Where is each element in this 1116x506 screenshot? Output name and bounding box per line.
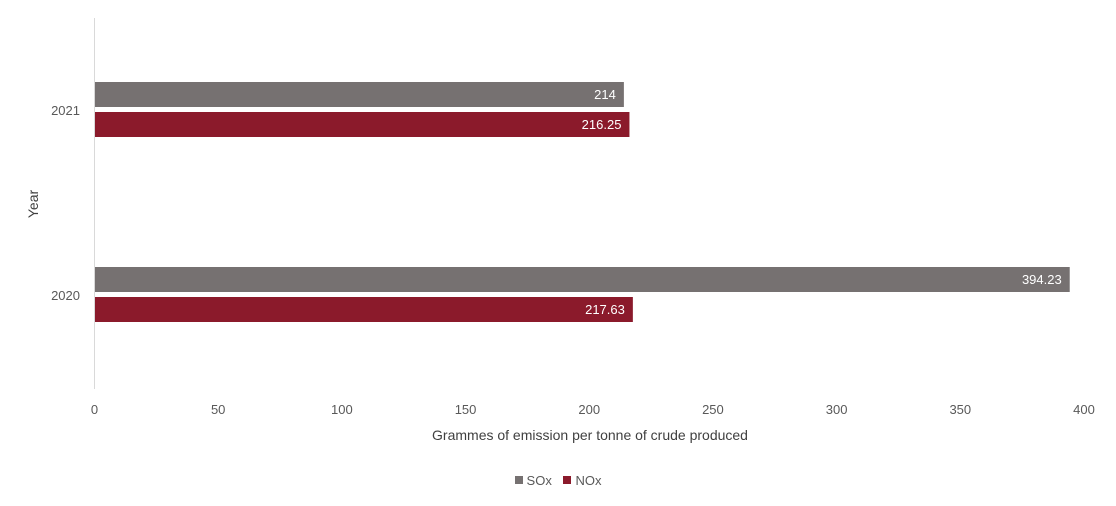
data-label-nox-2020: 217.63 (585, 302, 625, 317)
y-tick-label-2020: 2020 (51, 288, 80, 303)
x-tick-label-300: 300 (826, 402, 848, 417)
y-axis-title: Year (25, 190, 41, 219)
x-tick-label-150: 150 (455, 402, 477, 417)
legend-label-nox: NOx (575, 472, 602, 488)
data-label-sox-2021: 214 (594, 87, 616, 102)
bars-group (95, 82, 1070, 322)
bar-nox-2020 (95, 297, 633, 322)
data-label-nox-2021: 216.25 (582, 117, 622, 132)
x-tick-label-400: 400 (1073, 402, 1095, 417)
bar-labels-group: 214 216.25 394.23 217.63 (582, 87, 1062, 317)
bar-sox-2020 (95, 267, 1070, 292)
bar-sox-2021 (95, 82, 624, 107)
y-tick-label-2021: 2021 (51, 103, 80, 118)
legend-item-nox: NOx (563, 473, 601, 488)
legend-swatch-sox (514, 476, 523, 484)
x-axis-title: Grammes of emission per tonne of crude p… (432, 427, 748, 443)
legend-swatch-nox (563, 476, 572, 484)
data-label-sox-2020: 394.23 (1022, 272, 1062, 287)
bar-nox-2021 (95, 112, 630, 137)
x-tick-label-350: 350 (949, 402, 971, 417)
y-tick-labels: 2021 2020 (51, 103, 80, 303)
legend: SOx NOx (0, 472, 1116, 488)
x-tick-label-200: 200 (578, 402, 600, 417)
x-tick-label-50: 50 (211, 402, 225, 417)
x-tick-labels: 0 50 100 150 200 250 300 350 400 (91, 402, 1095, 417)
legend-item-sox: SOx (514, 472, 552, 488)
legend-label-sox: SOx (526, 472, 552, 488)
x-tick-label-100: 100 (331, 402, 353, 417)
x-tick-label-250: 250 (702, 402, 724, 417)
x-tick-label-0: 0 (91, 402, 98, 417)
